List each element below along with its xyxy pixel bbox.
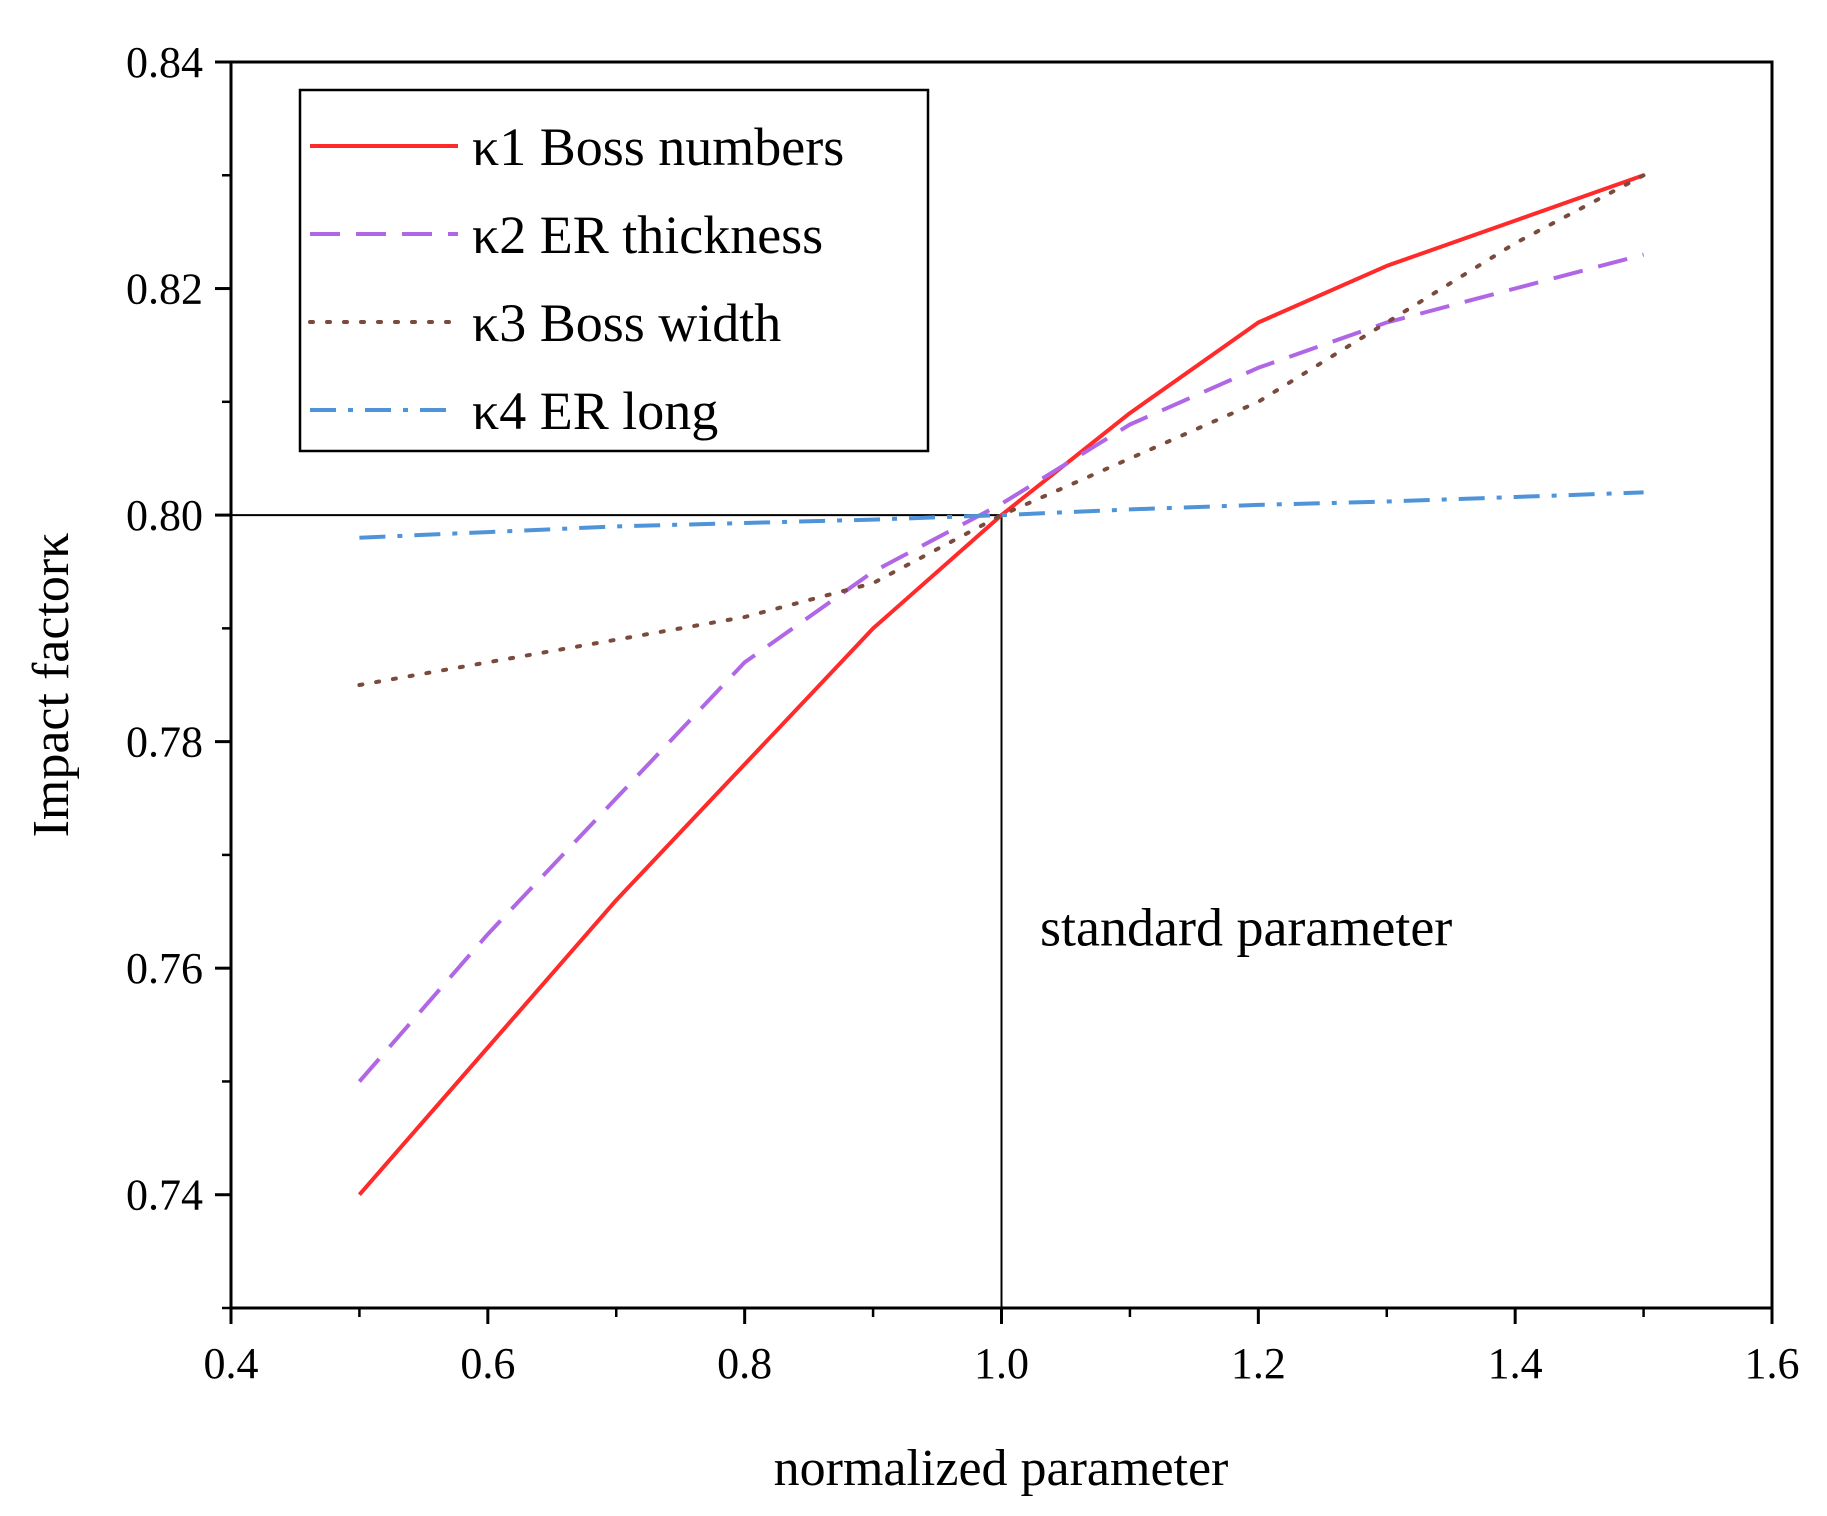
y-tick-label: 0.78 <box>126 718 203 767</box>
legend: κ1 Boss numbers κ2 ER thickness κ3 Boss wi… <box>298 88 930 453</box>
x-tick-label: 1.4 <box>1488 1339 1543 1388</box>
legend-label-1: κ1 Boss numbers <box>472 117 844 177</box>
x-tick-label: 1.2 <box>1231 1339 1286 1388</box>
y-tick-label: 0.74 <box>126 1171 203 1220</box>
x-tick-label: 0.6 <box>460 1339 515 1388</box>
series-line-4 <box>359 490 1644 540</box>
legend-label-2: κ2 ER thickness <box>472 205 823 265</box>
legend-label-4: κ4 ER long <box>472 381 718 441</box>
standard-parameter-annotation: standard parameter <box>1040 898 1452 958</box>
x-tick-label: 1.6 <box>1745 1339 1800 1388</box>
legend-label-3: κ3 Boss width <box>472 293 781 353</box>
y-tick-label: 0.84 <box>126 38 203 87</box>
x-tick-label: 0.4 <box>204 1339 259 1388</box>
y-tick-label: 0.76 <box>126 944 203 993</box>
x-tick-label: 0.8 <box>717 1339 772 1388</box>
series-line-2 <box>357 252 1645 1083</box>
x-axis-title: normalized parameter <box>774 1440 1229 1497</box>
y-tick-label: 0.80 <box>126 491 203 540</box>
x-tick-label: 1.0 <box>974 1339 1029 1388</box>
legend-box <box>298 88 930 453</box>
series-line-1 <box>357 173 1645 1197</box>
y-tick-label: 0.82 <box>126 265 203 314</box>
y-axis-title: Impact factorκ <box>23 533 80 838</box>
